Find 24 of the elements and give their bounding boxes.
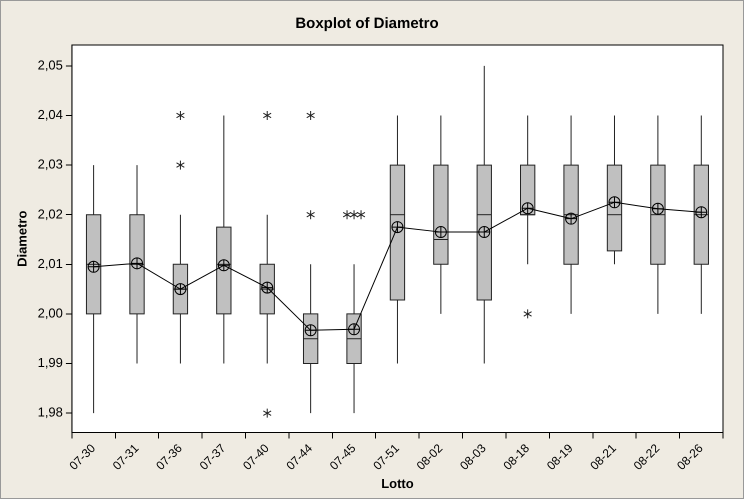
point bbox=[695, 206, 708, 218]
y-tick-label: 2,05 bbox=[38, 57, 63, 72]
y-tick-label: 1,99 bbox=[38, 355, 63, 370]
chart-title: Boxplot of Diametro bbox=[295, 15, 439, 32]
point bbox=[348, 323, 360, 336]
y-tick-label: 2,01 bbox=[38, 256, 63, 271]
point bbox=[608, 196, 620, 208]
y-tick-label: 2,03 bbox=[38, 156, 63, 172]
point bbox=[218, 259, 230, 272]
point bbox=[565, 212, 578, 225]
y-tick-label: 2,02 bbox=[38, 206, 63, 222]
y-axis-title: Diametro bbox=[14, 210, 30, 267]
point bbox=[652, 202, 664, 215]
point bbox=[434, 226, 447, 238]
point bbox=[131, 257, 144, 270]
point bbox=[478, 226, 490, 238]
point bbox=[88, 260, 100, 273]
y-tick-label: 2,00 bbox=[38, 306, 63, 321]
point bbox=[522, 202, 534, 214]
point bbox=[391, 221, 404, 234]
y-tick-label: 2,04 bbox=[38, 107, 63, 122]
point bbox=[304, 324, 317, 336]
y-tick-label: 1,98 bbox=[38, 404, 63, 420]
x-axis-title: Lotto bbox=[381, 476, 414, 491]
